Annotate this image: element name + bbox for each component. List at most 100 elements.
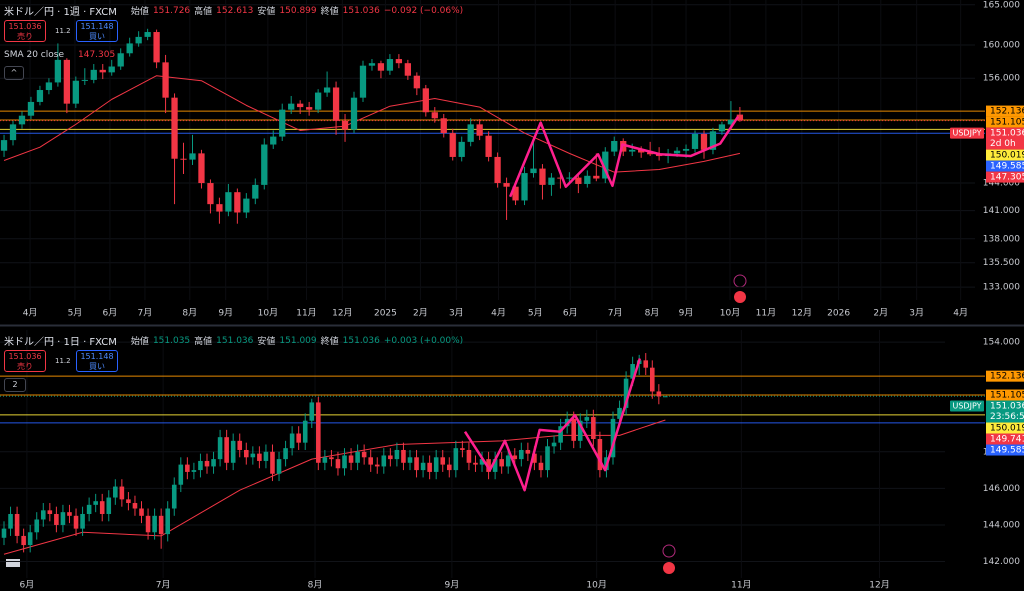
candle-body	[144, 32, 151, 37]
candle-body	[198, 153, 205, 184]
candle-body	[361, 451, 367, 458]
countdown-label: 23:56:54	[990, 412, 1024, 422]
candle-body	[250, 453, 256, 458]
price-tag-label: 151.105	[990, 118, 1024, 128]
event-icon[interactable]	[662, 544, 676, 558]
candle-body	[377, 63, 385, 71]
candle-body	[60, 512, 66, 525]
candle-body	[261, 144, 268, 185]
candle-body	[460, 448, 465, 450]
candle-body	[86, 504, 92, 514]
price-tag	[986, 105, 1024, 117]
price-tag	[986, 116, 1024, 128]
indicator-value: 147.305	[78, 50, 116, 60]
candle-body	[449, 133, 456, 157]
candle-body	[557, 177, 564, 179]
candle-body	[139, 508, 144, 516]
event-icons	[6, 274, 747, 574]
buy-button[interactable]: 151.148 買い	[76, 20, 118, 42]
symbol-title[interactable]: 米ドル／円 · 1日 · FXCM	[4, 337, 117, 348]
ohlc-value: 150.899	[279, 5, 317, 16]
candle-body	[479, 459, 485, 465]
candle-body	[119, 486, 125, 500]
symbol-title[interactable]: 米ドル／円 · 1週 · FXCM	[4, 7, 117, 18]
price-tag-label: 150.019	[990, 424, 1024, 434]
candle-body	[673, 150, 681, 154]
price-tag	[986, 370, 1024, 382]
change: −0.092 (−0.06%)	[383, 5, 464, 16]
candle-body	[152, 515, 157, 533]
symbol-tag-label: USDJPY	[953, 402, 982, 411]
buy-button[interactable]: 151.148 買い	[76, 350, 118, 372]
candle-body	[414, 457, 419, 471]
candle-body	[198, 460, 203, 471]
price-tag-label: 151.036	[990, 402, 1024, 412]
candle-body	[521, 173, 528, 201]
candle-body	[539, 168, 546, 185]
x-tick-label: 7月	[608, 308, 623, 319]
candle-body	[257, 453, 262, 461]
sell-button[interactable]: 151.036 売り	[4, 20, 46, 42]
candle-body	[584, 417, 590, 421]
x-tick-label: 8月	[182, 308, 197, 319]
y-tick-label: 141.000	[983, 206, 1020, 216]
candle-body	[467, 124, 474, 142]
candle-body	[316, 402, 321, 463]
ohlc-value: 151.036	[342, 5, 380, 16]
candle-body	[388, 455, 393, 460]
sell-price: 151.036	[8, 22, 42, 31]
candle-body	[270, 136, 277, 145]
x-tick-label: 8月	[645, 308, 660, 319]
candle-body	[431, 112, 438, 119]
candle-body	[297, 103, 304, 108]
flag-icon[interactable]	[663, 562, 675, 574]
candle-body	[341, 120, 349, 130]
candle-body	[602, 151, 609, 179]
price-tag	[986, 433, 1024, 445]
candle-body	[329, 457, 334, 460]
x-tick-label: 12月	[869, 580, 889, 591]
candle-body	[189, 153, 196, 160]
header: 米ドル／円 · 1週 · FXCM 始値 151.726 高値 152.613 安値…	[4, 3, 464, 19]
candle-body	[80, 513, 85, 529]
y-tick-label: 135.500	[983, 258, 1020, 268]
x-tick-label: 9月	[445, 580, 460, 591]
y-tick-label: 156.000	[983, 74, 1020, 84]
price-tag	[986, 400, 1024, 423]
price-tag-label: 149.585	[990, 162, 1024, 172]
candle-body	[216, 204, 223, 212]
candle-body	[8, 513, 13, 529]
candle-body	[348, 455, 354, 463]
flag-icon[interactable]	[734, 291, 746, 303]
x-tick-label: 4月	[23, 308, 38, 319]
candle-body	[135, 36, 142, 44]
price-tag-label: 151.036	[990, 129, 1024, 139]
candle-body	[289, 433, 295, 449]
spread: 11.2	[55, 357, 71, 365]
sell-button[interactable]: 151.036 売り	[4, 350, 46, 372]
collapse-button[interactable]: ^	[4, 66, 24, 80]
candle-body	[296, 433, 301, 443]
candle-body	[446, 464, 452, 471]
candle-body	[395, 59, 403, 64]
price-tag	[986, 160, 1024, 172]
candle-body	[440, 457, 446, 465]
candle-body	[359, 65, 367, 98]
candle-body	[283, 448, 288, 460]
x-tick-label: 11月	[756, 308, 776, 319]
x-tick-label: 3月	[909, 308, 924, 319]
indicator-toggle[interactable]: 2	[4, 378, 26, 392]
ohlc-label: 始値	[130, 337, 149, 347]
candle-body	[99, 501, 105, 514]
candle-body	[700, 133, 708, 150]
candle-body	[611, 140, 618, 152]
candle-body	[165, 508, 170, 535]
candle-body	[21, 535, 26, 546]
x-tick-label: 3月	[449, 308, 464, 319]
candle-body	[691, 133, 699, 149]
candle-body	[485, 135, 492, 157]
indicator-legend[interactable]: SMA 20 close 147.305	[4, 50, 115, 60]
candle-body	[494, 156, 501, 184]
candle-body	[36, 90, 44, 102]
